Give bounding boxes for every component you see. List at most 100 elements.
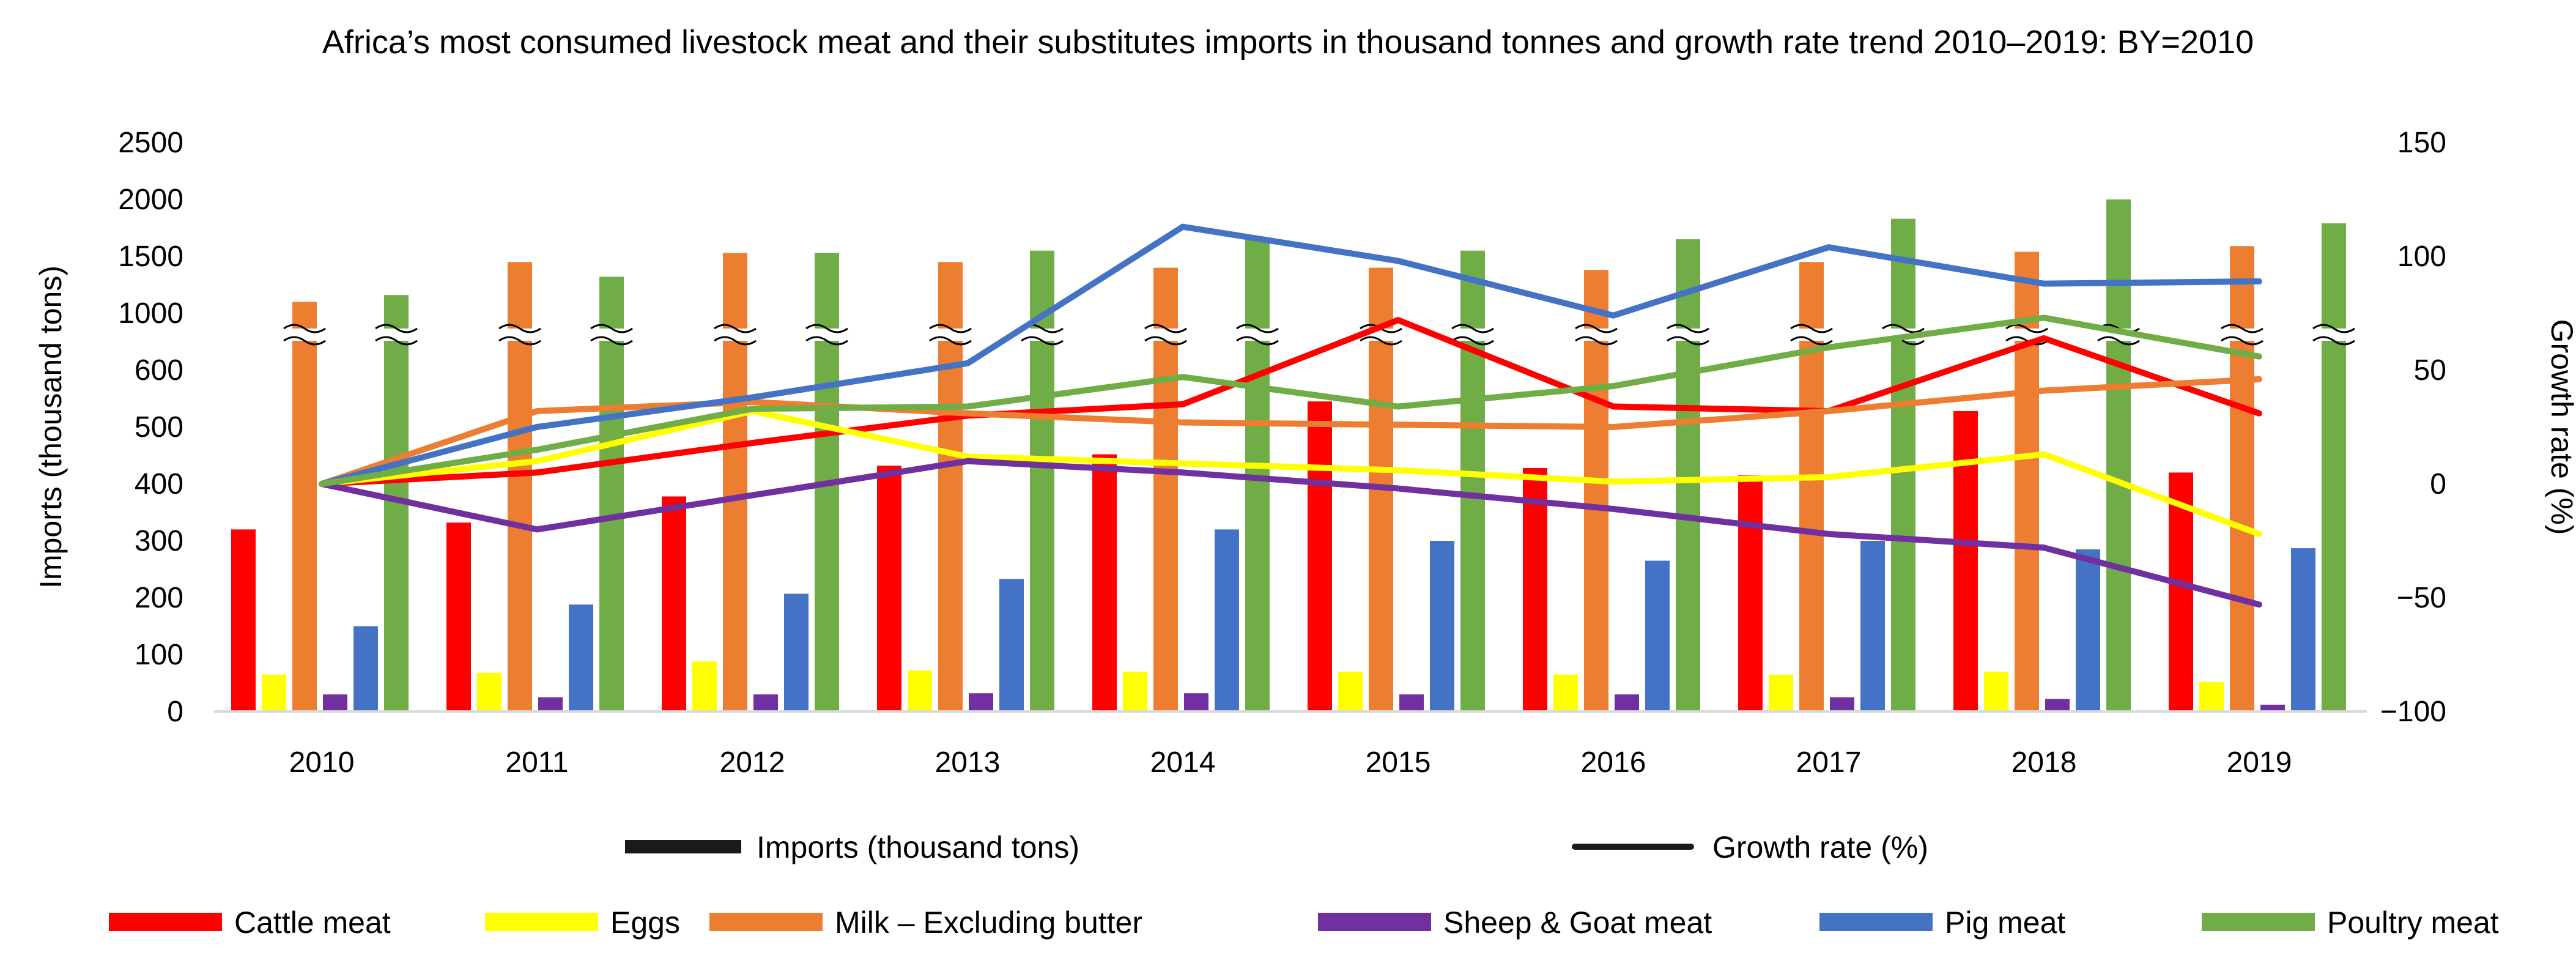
y-tick-label: 300: [135, 525, 183, 557]
axis-break-line: [1144, 336, 1187, 346]
axis-break-marker: [2221, 324, 2263, 346]
y-tick-label: 200: [135, 582, 183, 614]
bar-eggs-2018: [1984, 671, 2008, 711]
growth-line-poultry-meat: [319, 314, 2262, 487]
bar-cattle-meat-2019: [2169, 472, 2193, 711]
legend-label-poultry-meat: Poultry meat: [2327, 905, 2499, 940]
bar-milk-excluding-butter-2019: [2230, 246, 2254, 711]
bar-sheep-goat-meat-2014: [1184, 693, 1208, 711]
axis-break-gap: [1670, 329, 1706, 341]
x-tick-label: 2016: [1581, 746, 1646, 779]
bar-pig-meat-2012: [784, 593, 809, 711]
legend-label-sheep-goat-meat: Sheep & Goat meat: [1443, 905, 1712, 940]
axis-break-marker: [714, 324, 757, 346]
bar-pig-meat-2013: [999, 579, 1024, 711]
x-tick-label: 2014: [1150, 746, 1216, 779]
legend-swatch-sheep-goat-meat: [1318, 913, 1431, 931]
axis-break-marker: [929, 324, 972, 346]
y2-axis-title: Growth rate (%): [2545, 319, 2576, 535]
axis-break-marker: [1667, 324, 1709, 346]
axis-break-gap: [378, 329, 415, 341]
x-tick-label: 2017: [1796, 746, 1862, 779]
legend-label-cattle-meat: Cattle meat: [234, 905, 391, 940]
axis-break-line: [805, 324, 848, 333]
axis-break-line: [2221, 324, 2263, 333]
chart-title: Africa’s most consumed livestock meat an…: [322, 24, 2254, 61]
axis-break-line: [714, 324, 757, 333]
y-tick-label: 500: [135, 411, 183, 444]
y-tick-label: 2500: [118, 127, 183, 159]
bar-cattle-meat-2014: [1092, 454, 1117, 711]
axis-break-line: [283, 324, 326, 333]
bar-poultry-meat-2015: [1460, 250, 1485, 711]
legend-imports-label: Imports (thousand tons): [757, 830, 1079, 864]
bar-eggs-2016: [1553, 674, 1578, 711]
bar-eggs-2011: [477, 672, 502, 711]
bar-cattle-meat-2015: [1308, 401, 1332, 711]
y-tick-label: 600: [135, 354, 183, 387]
x-tick-label: 2019: [2227, 746, 2292, 779]
x-tick-label: 2012: [720, 746, 785, 779]
axis-break-gap: [717, 329, 753, 341]
bar-pig-meat-2016: [1645, 560, 1670, 711]
axis-break-gap: [286, 329, 323, 341]
axis-break-line: [929, 336, 972, 346]
axis-break-line: [498, 336, 541, 346]
axis-break-marker: [1144, 324, 1187, 346]
bar-eggs-2017: [1769, 674, 1793, 711]
growth-line-eggs: [319, 407, 2262, 537]
axis-break-line: [714, 336, 757, 346]
axis-break-gap: [1147, 329, 1184, 341]
growth-line-pig-meat: [319, 223, 2262, 487]
axis-break-line: [1021, 336, 1064, 346]
axis-break-marker: [1236, 324, 1279, 346]
axis-break-line: [283, 336, 326, 346]
axis-break-gap: [932, 329, 969, 341]
x-tick-label: 2018: [2012, 746, 2077, 779]
bar-sheep-goat-meat-2019: [2260, 704, 2285, 711]
axis-break-line: [1575, 324, 1618, 333]
axis-break-marker: [805, 324, 848, 346]
bar-sheep-goat-meat-2017: [1830, 697, 1854, 711]
axis-break-line: [375, 324, 418, 333]
bar-cattle-meat-2010: [231, 529, 256, 711]
growth-line-milk-excluding-butter: [319, 376, 2262, 487]
y-tick-label: 400: [135, 468, 183, 500]
bar-sheep-goat-meat-2015: [1399, 694, 1424, 711]
legend-swatch-poultry-meat: [2202, 913, 2315, 931]
legend-swatch-eggs: [485, 913, 598, 931]
axis-break-marker: [1575, 324, 1618, 346]
legend-growth-label: Growth rate (%): [1712, 830, 1928, 864]
bar-cattle-meat-2018: [1953, 411, 1978, 711]
legend-swatch-cattle-meat: [109, 913, 222, 931]
y-tick-label: 100: [135, 639, 183, 671]
axis-break-marker: [1451, 324, 1494, 346]
bar-pig-meat-2010: [353, 626, 378, 711]
bar-pig-meat-2015: [1430, 541, 1454, 711]
bar-pig-meat-2014: [1215, 529, 1239, 711]
axis-break-marker: [375, 324, 418, 346]
axis-break-marker: [1790, 324, 1833, 346]
y2-tick-label: 100: [2397, 240, 2446, 273]
bar-eggs-2019: [2199, 682, 2224, 711]
axis-break-line: [1360, 336, 1402, 346]
bar-eggs-2013: [908, 671, 932, 711]
bar-cattle-meat-2013: [877, 466, 901, 711]
x-tick-label: 2010: [289, 746, 355, 779]
bar-poultry-meat-2019: [2322, 223, 2346, 711]
axis-break-line: [1236, 324, 1279, 333]
axis-break-line: [1882, 324, 1925, 333]
bar-sheep-goat-meat-2010: [323, 694, 347, 711]
axis-break-line: [498, 324, 541, 333]
legend-label-eggs: Eggs: [610, 905, 680, 940]
axis-break-marker: [498, 324, 541, 346]
x-tick-label: 2011: [505, 746, 568, 779]
bar-eggs-2015: [1338, 671, 1363, 711]
bar-eggs-2014: [1123, 671, 1147, 711]
bar-pig-meat-2011: [569, 604, 593, 711]
growth-line-sheep-goat-meat: [319, 458, 2262, 608]
bar-sheep-goat-meat-2012: [753, 694, 778, 711]
axis-break-gap: [1024, 329, 1060, 341]
y2-tick-label: 0: [2430, 468, 2446, 500]
axis-break-gap: [2315, 329, 2352, 341]
